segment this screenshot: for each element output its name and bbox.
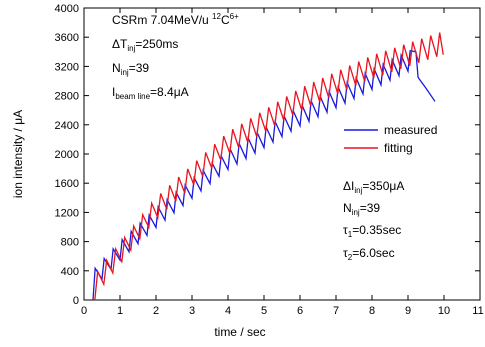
annotation-part: =6.0sec [352,246,394,260]
annotation-part: 12 [212,12,221,21]
y-tick-label: 2400 [55,120,79,132]
legend-label: fitting [384,141,413,155]
y-tick-label: 400 [61,266,79,278]
annotation-part: ΔI [343,179,354,193]
annotation-part: =350μA [362,179,404,193]
y-tick-label: 0 [73,295,79,307]
x-tick-label: 4 [225,305,231,317]
annotation-part: τ [343,246,348,260]
annotation-part: I [112,85,115,99]
x-tick-label: 1 [117,305,123,317]
x-tick-label: 3 [189,305,195,317]
annotation-part: inj [354,186,362,195]
annotation-part: =8.4μA [150,85,189,99]
x-tick-label: 10 [438,305,450,317]
x-tick-label: 11 [472,305,483,317]
annotation: ΔIinj=350μA [343,179,404,195]
y-tick-label: 4000 [55,3,79,15]
y-axis-label: ion intensity / μA [11,110,25,198]
data-line [94,32,444,301]
annotation-part: =39 [360,201,381,215]
annotation: τ1=0.35sec [343,223,401,239]
annotation-part: 6+ [230,12,239,21]
annotation: ΔTinj=250ms [112,37,178,53]
annotation-part: inj [352,208,360,217]
x-tick-label: 9 [405,305,411,317]
annotation-part: ΔT [112,37,128,51]
y-tick-label: 2000 [55,149,79,161]
annotation-part: 1 [348,230,353,239]
annotation-part: inj [127,44,135,53]
y-tick-label: 1200 [55,207,79,219]
x-axis-label: time / sec [214,325,265,339]
y-tick-label: 3200 [55,61,79,73]
x-tick-label: 2 [153,305,159,317]
x-tick-label: 8 [369,305,375,317]
x-tick-label: 0 [81,305,87,317]
y-tick-label: 3600 [55,32,79,44]
annotation-part: τ [343,223,348,237]
data-line [92,49,436,301]
annotation: CSRm 7.04MeV/u 12C6+ [112,12,239,27]
y-tick-label: 1600 [55,178,79,190]
annotation-part: N [112,61,121,75]
annotation: Ninj=39 [343,201,380,217]
annotation: Ninj=39 [112,61,149,77]
x-tick-label: 5 [261,305,267,317]
legend-label: measured [384,123,437,137]
annotation-part: =39 [129,61,150,75]
annotation-part: CSRm 7.04MeV/u [112,13,212,27]
annotation-part: 2 [348,253,353,262]
annotation-part: =0.35sec [352,223,401,237]
annotation-part: beam line [115,92,150,101]
y-tick-label: 2800 [55,91,79,103]
x-tick-label: 6 [297,305,303,317]
annotation-part: =250ms [135,37,178,51]
x-tick-label: 7 [333,305,339,317]
annotation-part: N [343,201,352,215]
annotation: Ibeam line=8.4μA [112,85,189,101]
annotation-part: C [221,13,230,27]
annotation: τ2=6.0sec [343,246,395,262]
y-tick-label: 800 [61,237,79,249]
annotation-part: inj [121,68,129,77]
